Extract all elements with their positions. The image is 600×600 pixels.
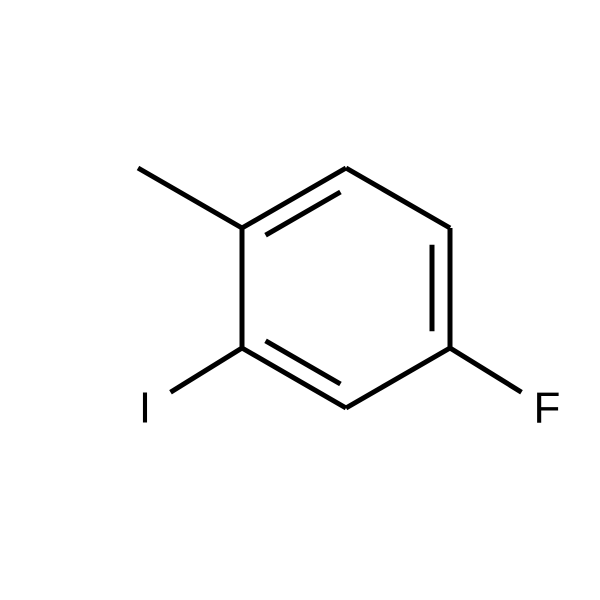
molecule-diagram: IF: [0, 0, 600, 600]
i-label: I: [139, 384, 151, 433]
f-label: F: [534, 384, 561, 433]
